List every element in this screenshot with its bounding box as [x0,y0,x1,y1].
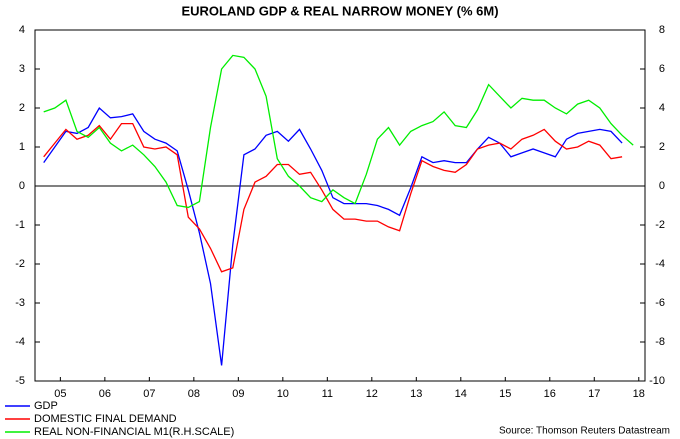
y2-tick-label: -10 [649,375,665,387]
plot-frame [34,29,646,382]
series-line [43,122,623,273]
x-tick-label: 07 [143,388,155,400]
series-line [43,106,623,366]
y2-tick-label: 6 [659,63,665,75]
y-tick-label: -4 [15,336,25,348]
y-tick-label: -2 [15,258,25,270]
series-line [43,54,634,209]
y2-tick-label: 2 [659,141,665,153]
x-tick-label: 09 [232,388,244,400]
source-note: Source: Thomson Reuters Datastream [499,426,670,437]
y2-tick-label: 0 [659,180,665,192]
y-tick-label: -1 [15,219,25,231]
x-tick-label: 13 [410,388,422,400]
y-tick-label: -5 [15,375,25,387]
legend-label: GDP [34,400,58,412]
x-tick-label: 11 [322,388,333,400]
y2-tick-label: -6 [655,297,665,309]
y-tick-label: 3 [19,63,25,75]
y-tick-label: 1 [19,141,25,153]
y2-tick-label: 8 [659,24,665,36]
y2-tick-label: -8 [655,336,665,348]
x-tick-label: 05 [54,388,66,400]
y2-tick-label: -2 [655,219,665,231]
y2-tick-label: 4 [659,102,665,114]
legend-label: DOMESTIC FINAL DEMAND [34,413,177,425]
chart-title: EUROLAND GDP & REAL NARROW MONEY (% 6M) [181,3,498,18]
y2-tick-label: -4 [655,258,665,270]
x-tick-label: 15 [499,388,511,400]
legend-label: REAL NON-FINANCIAL M1(R.H.SCALE) [34,426,234,438]
x-tick-label: 12 [366,388,378,400]
x-tick-label: 16 [544,388,556,400]
x-tick-label: 10 [277,388,289,400]
x-tick-label: 14 [455,388,467,400]
x-tick-label: 06 [99,388,111,400]
x-tick-label: 17 [588,388,600,400]
y-tick-label: -3 [15,297,25,309]
y-tick-label: 4 [19,24,25,36]
y-tick-label: 0 [19,180,25,192]
y-tick-label: 2 [19,102,25,114]
x-tick-label: 18 [633,388,645,400]
x-tick-label: 08 [188,388,200,400]
